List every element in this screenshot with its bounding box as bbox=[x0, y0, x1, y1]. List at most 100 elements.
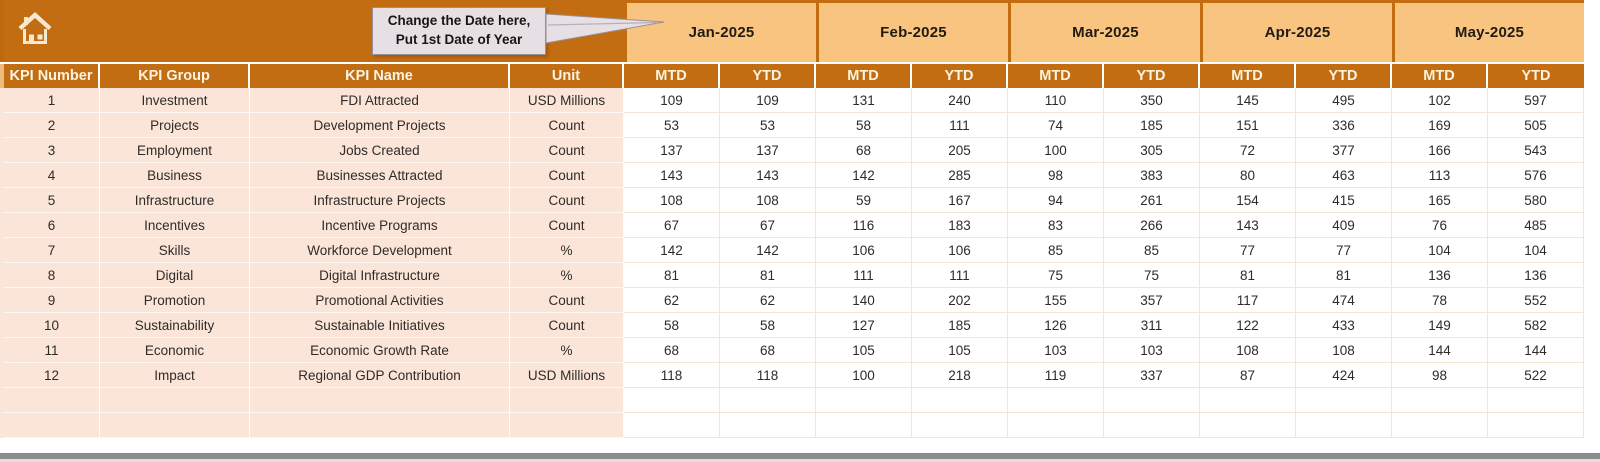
value-cell[interactable]: 62 bbox=[720, 288, 816, 313]
value-cell[interactable]: 68 bbox=[624, 338, 720, 363]
kpi-name-cell[interactable]: Incentive Programs bbox=[250, 213, 510, 238]
empty-value-cell[interactable] bbox=[912, 413, 1008, 438]
home-icon[interactable] bbox=[16, 9, 54, 49]
value-cell[interactable]: 285 bbox=[912, 163, 1008, 188]
value-cell[interactable]: 311 bbox=[1104, 313, 1200, 338]
kpi-group-cell[interactable]: Skills bbox=[100, 238, 250, 263]
empty-left-cell[interactable] bbox=[510, 413, 624, 438]
value-cell[interactable]: 117 bbox=[1200, 288, 1296, 313]
kpi-name-cell[interactable]: Development Projects bbox=[250, 113, 510, 138]
value-cell[interactable]: 582 bbox=[1488, 313, 1584, 338]
empty-left-cell[interactable] bbox=[100, 413, 250, 438]
value-cell[interactable]: 103 bbox=[1008, 338, 1104, 363]
value-cell[interactable]: 474 bbox=[1296, 288, 1392, 313]
empty-left-cell[interactable] bbox=[510, 388, 624, 413]
value-cell[interactable]: 495 bbox=[1296, 88, 1392, 113]
value-cell[interactable]: 119 bbox=[1008, 363, 1104, 388]
unit-cell[interactable]: Count bbox=[510, 163, 624, 188]
kpi-name-cell[interactable]: Regional GDP Contribution bbox=[250, 363, 510, 388]
value-cell[interactable]: 78 bbox=[1392, 288, 1488, 313]
value-cell[interactable]: 424 bbox=[1296, 363, 1392, 388]
kpi-group-cell[interactable]: Economic bbox=[100, 338, 250, 363]
value-cell[interactable]: 76 bbox=[1392, 213, 1488, 238]
kpi-group-cell[interactable]: Investment bbox=[100, 88, 250, 113]
value-cell[interactable]: 143 bbox=[624, 163, 720, 188]
value-cell[interactable]: 109 bbox=[720, 88, 816, 113]
empty-value-cell[interactable] bbox=[816, 413, 912, 438]
kpi-name-cell[interactable]: Businesses Attracted bbox=[250, 163, 510, 188]
value-cell[interactable]: 81 bbox=[1200, 263, 1296, 288]
kpi-group-cell[interactable]: Impact bbox=[100, 363, 250, 388]
value-cell[interactable]: 53 bbox=[720, 113, 816, 138]
kpi-group-cell[interactable]: Employment bbox=[100, 138, 250, 163]
value-cell[interactable]: 109 bbox=[624, 88, 720, 113]
value-cell[interactable]: 81 bbox=[624, 263, 720, 288]
value-cell[interactable]: 144 bbox=[1392, 338, 1488, 363]
value-cell[interactable]: 108 bbox=[1200, 338, 1296, 363]
value-cell[interactable]: 53 bbox=[624, 113, 720, 138]
value-cell[interactable]: 485 bbox=[1488, 213, 1584, 238]
kpi-group-cell[interactable]: Incentives bbox=[100, 213, 250, 238]
value-cell[interactable]: 433 bbox=[1296, 313, 1392, 338]
value-cell[interactable]: 377 bbox=[1296, 138, 1392, 163]
month-header-mar[interactable]: Mar-2025 bbox=[1008, 0, 1200, 62]
empty-value-cell[interactable] bbox=[1200, 413, 1296, 438]
value-cell[interactable]: 81 bbox=[1296, 263, 1392, 288]
empty-value-cell[interactable] bbox=[720, 388, 816, 413]
value-cell[interactable]: 154 bbox=[1200, 188, 1296, 213]
value-cell[interactable]: 350 bbox=[1104, 88, 1200, 113]
kpi-name-cell[interactable]: Digital Infrastructure bbox=[250, 263, 510, 288]
value-cell[interactable]: 80 bbox=[1200, 163, 1296, 188]
kpi-name-cell[interactable]: Workforce Development bbox=[250, 238, 510, 263]
value-cell[interactable]: 103 bbox=[1104, 338, 1200, 363]
value-cell[interactable]: 68 bbox=[720, 338, 816, 363]
empty-left-cell[interactable] bbox=[250, 413, 510, 438]
value-cell[interactable]: 118 bbox=[624, 363, 720, 388]
kpi-number-cell[interactable]: 2 bbox=[4, 113, 100, 138]
value-cell[interactable]: 68 bbox=[816, 138, 912, 163]
value-cell[interactable]: 149 bbox=[1392, 313, 1488, 338]
value-cell[interactable]: 85 bbox=[1104, 238, 1200, 263]
value-cell[interactable]: 58 bbox=[624, 313, 720, 338]
value-cell[interactable]: 169 bbox=[1392, 113, 1488, 138]
value-cell[interactable]: 415 bbox=[1296, 188, 1392, 213]
value-cell[interactable]: 67 bbox=[720, 213, 816, 238]
kpi-number-cell[interactable]: 11 bbox=[4, 338, 100, 363]
value-cell[interactable]: 140 bbox=[816, 288, 912, 313]
value-cell[interactable]: 74 bbox=[1008, 113, 1104, 138]
value-cell[interactable]: 166 bbox=[1392, 138, 1488, 163]
value-cell[interactable]: 552 bbox=[1488, 288, 1584, 313]
value-cell[interactable]: 142 bbox=[624, 238, 720, 263]
empty-value-cell[interactable] bbox=[720, 413, 816, 438]
kpi-number-cell[interactable]: 5 bbox=[4, 188, 100, 213]
kpi-number-cell[interactable]: 12 bbox=[4, 363, 100, 388]
value-cell[interactable]: 261 bbox=[1104, 188, 1200, 213]
unit-cell[interactable]: USD Millions bbox=[510, 363, 624, 388]
kpi-number-cell[interactable]: 8 bbox=[4, 263, 100, 288]
value-cell[interactable]: 111 bbox=[912, 113, 1008, 138]
value-cell[interactable]: 106 bbox=[912, 238, 1008, 263]
kpi-name-cell[interactable]: Sustainable Initiatives bbox=[250, 313, 510, 338]
value-cell[interactable]: 127 bbox=[816, 313, 912, 338]
empty-value-cell[interactable] bbox=[1104, 388, 1200, 413]
empty-left-cell[interactable] bbox=[100, 388, 250, 413]
value-cell[interactable]: 83 bbox=[1008, 213, 1104, 238]
kpi-number-cell[interactable]: 9 bbox=[4, 288, 100, 313]
kpi-number-cell[interactable]: 1 bbox=[4, 88, 100, 113]
unit-cell[interactable]: Count bbox=[510, 288, 624, 313]
value-cell[interactable]: 240 bbox=[912, 88, 1008, 113]
empty-value-cell[interactable] bbox=[1200, 388, 1296, 413]
value-cell[interactable]: 108 bbox=[1296, 338, 1392, 363]
kpi-group-cell[interactable]: Infrastructure bbox=[100, 188, 250, 213]
empty-value-cell[interactable] bbox=[624, 413, 720, 438]
value-cell[interactable]: 113 bbox=[1392, 163, 1488, 188]
value-cell[interactable]: 337 bbox=[1104, 363, 1200, 388]
kpi-number-cell[interactable]: 4 bbox=[4, 163, 100, 188]
value-cell[interactable]: 108 bbox=[624, 188, 720, 213]
value-cell[interactable]: 143 bbox=[1200, 213, 1296, 238]
value-cell[interactable]: 81 bbox=[720, 263, 816, 288]
kpi-name-cell[interactable]: Promotional Activities bbox=[250, 288, 510, 313]
empty-left-cell[interactable] bbox=[4, 413, 100, 438]
value-cell[interactable]: 111 bbox=[816, 263, 912, 288]
value-cell[interactable]: 597 bbox=[1488, 88, 1584, 113]
